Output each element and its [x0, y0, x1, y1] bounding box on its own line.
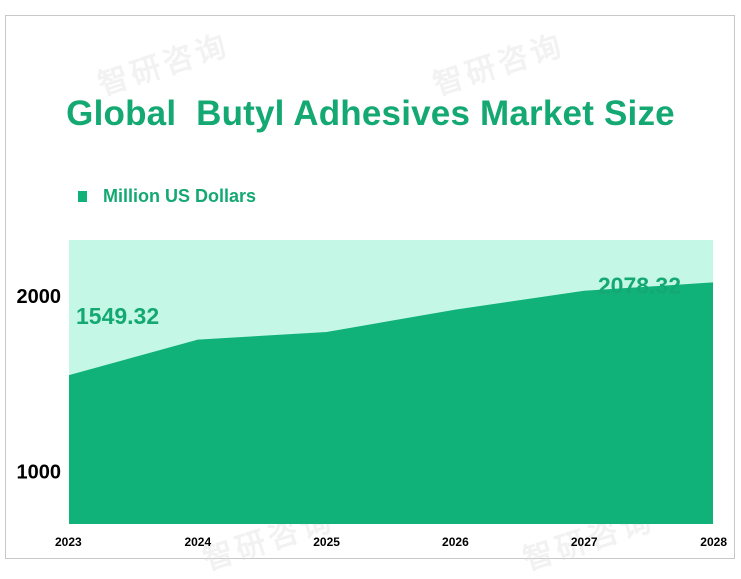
legend-label: Million US Dollars	[103, 185, 257, 206]
data-label: 2078.32	[598, 272, 681, 298]
area-series-million-us-dollars	[69, 282, 713, 524]
legend: Million US Dollars	[78, 184, 256, 208]
x-tick-label: 2025	[313, 535, 340, 549]
y-tick-label: 2000	[17, 286, 62, 308]
y-tick-label: 1000	[17, 461, 62, 483]
x-tick-label: 2023	[55, 535, 82, 549]
x-tick-label: 2027	[571, 535, 598, 549]
legend-swatch	[78, 190, 87, 202]
chart-title: Global Butyl Adhesives Market Size	[66, 94, 675, 133]
data-label: 1549.32	[76, 303, 159, 329]
x-tick-label: 2028	[700, 535, 727, 549]
x-tick-label: 2024	[184, 535, 211, 549]
x-tick-label: 2026	[442, 535, 469, 549]
chart-svg: 1000 2000 2023 2024 2025 2026 2027 2028 1549.3…	[17, 240, 727, 549]
